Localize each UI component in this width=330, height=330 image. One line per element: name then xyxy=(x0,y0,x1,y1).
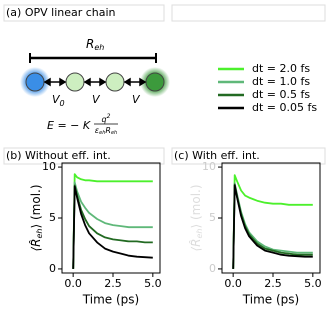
empty-box xyxy=(171,4,326,22)
y-tick-label: 0 xyxy=(49,262,56,275)
x-tick-label: 0.0 xyxy=(64,277,82,290)
distance-label: Reh xyxy=(86,37,104,52)
x-tick-label: 5.0 xyxy=(144,277,162,290)
y-axis-label-part: ⟩ (mol.) xyxy=(29,184,43,228)
x-tick-label: 5.0 xyxy=(304,277,322,290)
legend-label: dt = 0.05 fs xyxy=(252,101,317,114)
diagram-title: (a) OPV linear chain xyxy=(6,6,116,19)
title-box xyxy=(171,147,326,165)
y-tick-label: 0 xyxy=(209,262,216,275)
y-tick-label: 10 xyxy=(42,160,56,173)
equation-numerator: q2 xyxy=(102,113,111,124)
y-axis-label-part: eh xyxy=(195,229,204,239)
charts: (b) Without eff. int. 0.0 2.5 5.0 0 5 10 Time (… xyxy=(6,149,322,307)
y-tick-label: 5 xyxy=(209,211,216,224)
y-axis-label-part: ⟩ (mol.) xyxy=(189,184,203,228)
legend-label: dt = 1.0 fs xyxy=(252,75,310,88)
y-tick-label: 5 xyxy=(49,211,56,224)
legend-label: dt = 2.0 fs xyxy=(252,62,310,75)
y-axis-label: ⟨R̂eh⟩ (mol.) xyxy=(28,184,43,251)
series-line xyxy=(232,174,313,269)
legend-label: dt = 0.5 fs xyxy=(252,88,310,101)
x-tick-label: 2.5 xyxy=(104,277,122,290)
y-axis-label-part: ⟨R̂ xyxy=(188,239,202,252)
coupling: V xyxy=(132,93,141,106)
chart-title: (b) Without eff. int. xyxy=(6,149,111,162)
coupling: V xyxy=(92,93,101,106)
title-box xyxy=(3,4,165,22)
series-line xyxy=(232,184,313,269)
x-axis-label: Time (ps) xyxy=(242,293,299,307)
series-line xyxy=(72,181,153,269)
arrows xyxy=(43,77,147,87)
acceptor-site xyxy=(145,72,165,92)
y-axis-label: ⟨R̂eh⟩ (mol.) xyxy=(188,184,203,251)
y-axis-label-part: eh xyxy=(35,229,44,239)
coupling: V0 xyxy=(52,93,65,108)
equation-denominator: εehReh xyxy=(95,126,117,136)
y-tick-label: 10 xyxy=(202,160,216,173)
series-line xyxy=(72,173,153,269)
y-axis-label-part: ⟨R̂ xyxy=(28,239,42,252)
x-tick-label: 2.5 xyxy=(264,277,282,290)
equation-lhs: E = − K xyxy=(47,119,91,132)
x-tick-label: 0.0 xyxy=(224,277,242,290)
site xyxy=(65,72,85,92)
donor-site xyxy=(25,72,45,92)
title-box xyxy=(3,147,165,165)
series-line xyxy=(72,185,153,269)
site xyxy=(105,72,125,92)
chart-title: (c) With eff. int. xyxy=(174,149,260,162)
x-axis-label: Time (ps) xyxy=(82,293,139,307)
